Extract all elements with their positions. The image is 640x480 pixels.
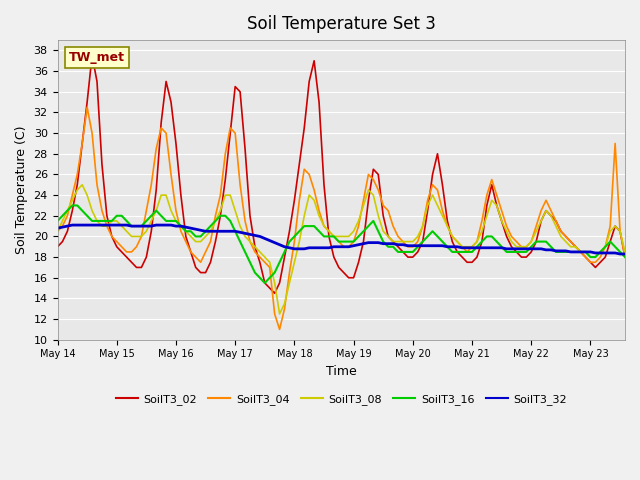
X-axis label: Time: Time — [326, 365, 356, 378]
Y-axis label: Soil Temperature (C): Soil Temperature (C) — [15, 126, 28, 254]
Title: Soil Temperature Set 3: Soil Temperature Set 3 — [247, 15, 436, 33]
Legend: SoilT3_02, SoilT3_04, SoilT3_08, SoilT3_16, SoilT3_32: SoilT3_02, SoilT3_04, SoilT3_08, SoilT3_… — [111, 389, 572, 409]
Text: TW_met: TW_met — [69, 51, 125, 64]
